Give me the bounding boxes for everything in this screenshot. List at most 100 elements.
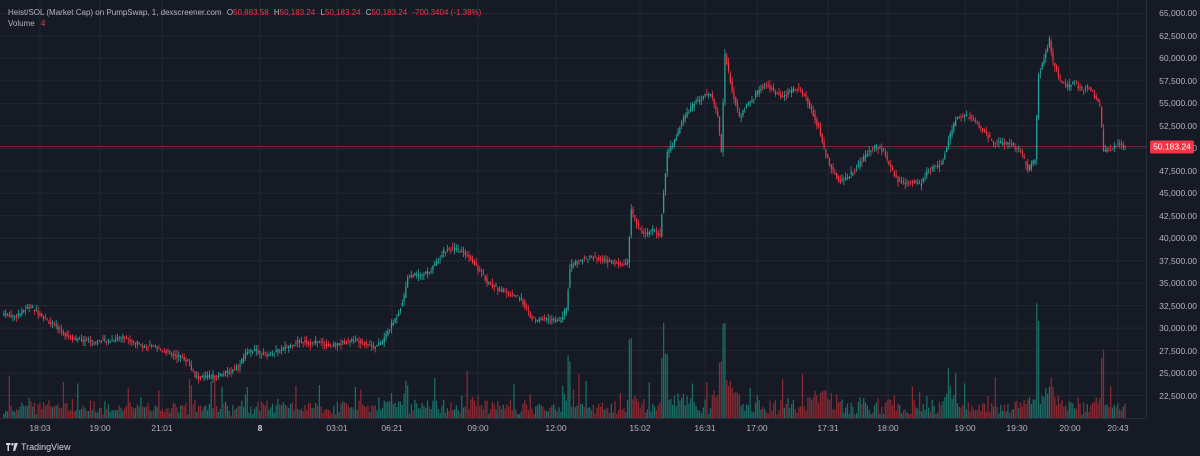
volume-bar [825,390,827,418]
candle-body [111,340,113,342]
volume-bar [987,395,989,418]
candle-body [522,300,524,305]
tradingview-watermark[interactable]: TradingView [6,442,71,452]
volume-bar [124,407,126,418]
candle-body [664,173,667,193]
volume-bar [668,399,670,418]
volume-bar [1039,404,1042,418]
volume-bar [574,407,576,418]
candle-body [918,182,921,184]
candle-body [345,341,348,344]
candle-body [464,251,466,256]
volume-bar [982,402,984,418]
time-axis[interactable]: 18:03 19:00 21:01 8 03:01 06:21 09:00 12:00 15:0… [0,418,1146,439]
volume-bar [439,412,441,418]
candle-body [423,274,425,276]
volume-bar [134,408,137,418]
candle-body [843,180,845,182]
candle-body [976,122,978,124]
candle-body [1041,63,1043,70]
candle-body [156,347,158,349]
volume-bar [351,406,353,418]
volume-bar [471,396,474,418]
candle-body [1106,149,1108,152]
volume-bar [702,407,704,418]
candle-body [562,316,564,321]
candle-body [333,343,335,347]
volume-bar [293,410,295,418]
candle-body [630,209,632,236]
volume-bar [598,403,600,418]
volume-bar [370,405,373,418]
volume-bar [621,409,623,418]
candle-body [140,344,142,346]
volume-bar [3,413,5,418]
volume-bar [1041,395,1043,418]
candle-body [572,264,575,267]
price-axis[interactable]: 22,500.00 25,000.00 27,500.00 30,000.00 32,5… [1146,0,1200,418]
candle-body [946,147,948,153]
candlestick-chart[interactable] [0,0,1146,418]
candle-body [924,176,926,179]
candle-body [742,110,744,116]
chart-plot-area[interactable]: Heist/SOL (Market Cap) on PumpSwap, 1, d… [0,0,1146,418]
candle-body [151,345,153,348]
volume-bar [571,406,573,418]
volume-bar [729,380,731,418]
candle-body [583,258,585,260]
candle-body [917,182,919,184]
volume-bar [551,405,553,418]
candle-body [556,320,558,322]
candle-body [581,261,584,263]
volume-bar [51,407,54,418]
candle-body [1028,166,1031,170]
candle-body [805,94,807,97]
volume-bar [322,412,324,418]
candle-body [758,89,760,94]
volume-bar [97,412,99,418]
candle-body [619,263,622,265]
volume-bar [86,410,88,418]
candle-body [435,261,438,266]
volume-bar [444,412,447,418]
candle-body [623,264,625,266]
volume-bar [228,410,230,418]
volume-bar [845,407,847,418]
candle-body [154,345,156,347]
candle-body [32,307,34,309]
price-tick-label: 27,500.00 [1159,345,1197,356]
volume-bar [143,407,146,418]
volume-bar [259,411,261,418]
volume-bar [309,403,311,418]
volume-bar [497,400,499,418]
candle-body [259,350,261,353]
time-tick-label: 20:00 [1059,423,1081,433]
candle-body [877,146,879,150]
price-tick-label: 57,500.00 [1159,75,1197,86]
volume-bar [652,403,654,418]
volume-bar [798,407,800,418]
candle-body [161,351,164,353]
candle-body [253,349,256,351]
time-tick-label: 19:00 [954,423,976,433]
volume-bar [720,361,722,418]
candle-body [592,257,594,260]
volume-bar [264,405,266,418]
volume-label: Volume [8,19,35,28]
candle-body [549,319,551,322]
candle-body [513,295,515,297]
volume-bar [1012,409,1014,418]
volume-bar [603,409,605,418]
candle-body [614,262,616,265]
volume-bar [1108,407,1110,418]
volume-bar [311,407,313,418]
volume-bar [369,412,371,418]
candle-body [722,103,724,152]
candle-body [26,306,28,309]
candle-body [1003,142,1005,145]
volume-bar [803,406,805,418]
volume-bar [252,414,254,418]
candle-body [425,272,427,275]
candle-body [576,260,578,264]
volume-bar [174,403,176,418]
